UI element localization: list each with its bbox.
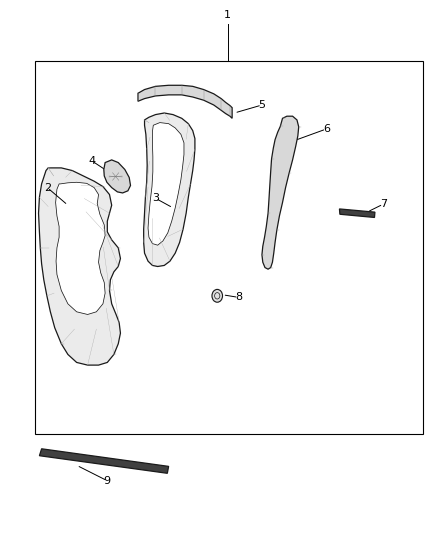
Text: 7: 7 [380, 199, 387, 209]
Polygon shape [339, 209, 375, 217]
Polygon shape [39, 449, 169, 473]
Polygon shape [138, 85, 232, 118]
Text: 4: 4 [88, 156, 95, 166]
Text: 9: 9 [104, 476, 111, 486]
Text: 1: 1 [224, 10, 231, 20]
Circle shape [212, 289, 223, 302]
Bar [35, 61, 423, 434]
Polygon shape [144, 113, 195, 266]
Polygon shape [148, 123, 184, 245]
Text: 5: 5 [258, 100, 265, 110]
Polygon shape [104, 160, 131, 193]
Polygon shape [39, 168, 120, 365]
Text: 3: 3 [152, 193, 159, 203]
Polygon shape [262, 116, 299, 269]
Polygon shape [56, 182, 105, 314]
Text: 6: 6 [323, 124, 330, 134]
Text: 8: 8 [235, 293, 242, 302]
Text: 2: 2 [44, 183, 51, 192]
